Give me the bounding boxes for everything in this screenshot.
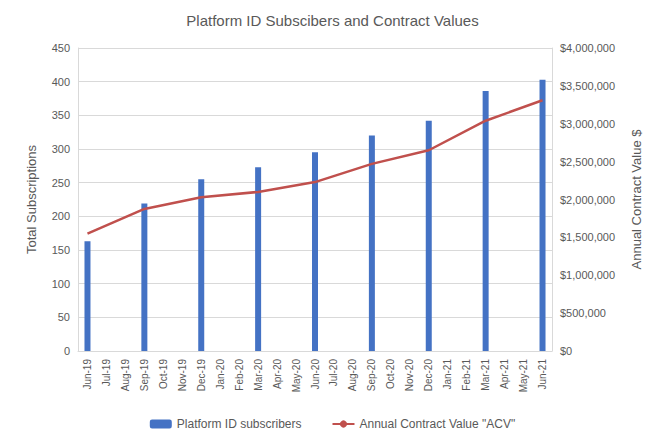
svg-text:Jul-19: Jul-19 xyxy=(101,359,112,387)
svg-text:0: 0 xyxy=(64,345,70,357)
svg-text:Nov-20: Nov-20 xyxy=(404,359,415,392)
svg-text:Feb-21: Feb-21 xyxy=(461,359,472,391)
svg-text:Nov-19: Nov-19 xyxy=(177,359,188,392)
svg-text:400: 400 xyxy=(52,76,70,88)
svg-text:Jul-20: Jul-20 xyxy=(328,359,339,387)
svg-text:Jun-20: Jun-20 xyxy=(310,359,321,390)
svg-text:50: 50 xyxy=(58,311,70,323)
svg-text:$0: $0 xyxy=(560,345,572,357)
svg-text:$1,500,000: $1,500,000 xyxy=(560,231,615,243)
svg-text:450: 450 xyxy=(52,42,70,54)
svg-text:100: 100 xyxy=(52,278,70,290)
svg-text:Sep-19: Sep-19 xyxy=(139,359,150,392)
svg-text:Platform ID Subscibers and Con: Platform ID Subscibers and Contract Valu… xyxy=(186,12,478,29)
svg-text:Jun-21: Jun-21 xyxy=(537,359,548,390)
svg-text:$500,000: $500,000 xyxy=(560,307,606,319)
svg-text:Mar-20: Mar-20 xyxy=(253,359,264,391)
svg-text:250: 250 xyxy=(52,177,70,189)
svg-text:Annual Contract Value "ACV": Annual Contract Value "ACV" xyxy=(359,417,515,431)
svg-text:May-20: May-20 xyxy=(291,359,302,393)
svg-text:$2,000,000: $2,000,000 xyxy=(560,194,615,206)
svg-text:Jun-19: Jun-19 xyxy=(82,359,93,390)
svg-text:150: 150 xyxy=(52,244,70,256)
svg-text:Dec-20: Dec-20 xyxy=(423,359,434,392)
svg-text:$2,500,000: $2,500,000 xyxy=(560,156,615,168)
svg-text:Apr-21: Apr-21 xyxy=(499,359,510,389)
svg-text:Oct-19: Oct-19 xyxy=(158,359,169,389)
svg-text:$3,000,000: $3,000,000 xyxy=(560,118,615,130)
svg-text:Total Subscriptions: Total Subscriptions xyxy=(24,144,39,254)
svg-text:Apr-20: Apr-20 xyxy=(272,359,283,389)
svg-text:Platform ID subscribers: Platform ID subscribers xyxy=(177,417,302,431)
svg-text:Oct-20: Oct-20 xyxy=(385,359,396,389)
svg-text:200: 200 xyxy=(52,210,70,222)
svg-text:Annual Contract Value $: Annual Contract Value $ xyxy=(629,129,644,270)
svg-text:$4,000,000: $4,000,000 xyxy=(560,42,615,54)
svg-text:Mar-21: Mar-21 xyxy=(480,359,491,391)
svg-text:$1,000,000: $1,000,000 xyxy=(560,269,615,281)
svg-text:300: 300 xyxy=(52,143,70,155)
svg-text:Aug-19: Aug-19 xyxy=(120,359,131,392)
svg-text:350: 350 xyxy=(52,109,70,121)
svg-text:May-21: May-21 xyxy=(518,359,529,393)
svg-text:Sep-20: Sep-20 xyxy=(366,359,377,392)
svg-text:Aug-20: Aug-20 xyxy=(347,359,358,392)
svg-text:Jan-21: Jan-21 xyxy=(442,359,453,390)
svg-text:$3,500,000: $3,500,000 xyxy=(560,80,615,92)
svg-text:Feb-20: Feb-20 xyxy=(234,359,245,391)
svg-text:Dec-19: Dec-19 xyxy=(196,359,207,392)
svg-text:Jan-20: Jan-20 xyxy=(215,359,226,390)
